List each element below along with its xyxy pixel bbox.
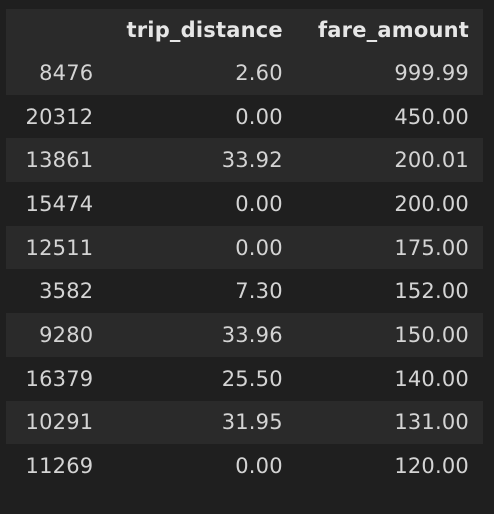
fare-amount-cell: 152.00 — [394, 279, 469, 304]
index-header — [6, 9, 100, 51]
table-row: 8476 2.60 999.99 — [6, 51, 483, 95]
trip-distance-cell: 25.50 — [221, 366, 283, 391]
fare-amount-cell: 131.00 — [394, 410, 469, 435]
row-index: 11269 — [25, 454, 94, 479]
row-index: 15474 — [25, 191, 94, 216]
fare-amount-cell: 999.99 — [394, 60, 469, 85]
trip-distance-cell: 2.60 — [235, 60, 283, 85]
table-row: 11269 0.00 120.00 — [6, 444, 483, 488]
trip-distance-cell: 0.00 — [235, 235, 283, 260]
table-row: 10291 31.95 131.00 — [6, 400, 483, 445]
fare-amount-cell: 120.00 — [394, 454, 469, 479]
fare-amount-header: fare_amount — [317, 18, 469, 42]
row-index: 16379 — [25, 366, 94, 391]
trip-distance-cell: 0.00 — [235, 104, 283, 129]
table-row: 12511 0.00 175.00 — [6, 225, 483, 270]
fare-amount-cell: 140.00 — [394, 366, 469, 391]
table-row: 3582 7.30 152.00 — [6, 269, 483, 314]
trip-distance-cell: 0.00 — [235, 191, 283, 216]
header-row: trip_distance fare_amount — [6, 9, 483, 51]
fare-amount-cell: 175.00 — [394, 235, 469, 260]
table-header: trip_distance fare_amount — [6, 9, 483, 51]
row-index: 12511 — [25, 235, 94, 260]
dataframe-table: trip_distance fare_amount 8476 2.60 999.… — [6, 9, 483, 488]
fare-amount-cell: 450.00 — [394, 104, 469, 129]
row-index: 8476 — [39, 60, 94, 85]
table-row: 15474 0.00 200.00 — [6, 182, 483, 226]
trip-distance-cell: 33.92 — [221, 148, 283, 173]
trip-distance-cell: 0.00 — [235, 454, 283, 479]
row-index: 13861 — [25, 148, 94, 173]
table-row: 13861 33.92 200.01 — [6, 138, 483, 183]
trip-distance-cell: 31.95 — [221, 410, 283, 435]
trip-distance-cell: 7.30 — [235, 279, 283, 304]
row-index: 10291 — [25, 410, 94, 435]
row-index: 3582 — [39, 279, 94, 304]
fare-amount-cell: 150.00 — [394, 322, 469, 347]
trip-distance-cell: 33.96 — [221, 322, 283, 347]
row-index: 20312 — [25, 104, 94, 129]
table-row: 9280 33.96 150.00 — [6, 313, 483, 357]
trip-distance-header: trip_distance — [126, 18, 283, 42]
table-row: 20312 0.00 450.00 — [6, 94, 483, 139]
fare-amount-cell: 200.01 — [394, 148, 469, 173]
table-row: 16379 25.50 140.00 — [6, 356, 483, 401]
fare-amount-cell: 200.00 — [394, 191, 469, 216]
table-body: 8476 2.60 999.99 20312 0.00 450.00 13861… — [6, 51, 483, 488]
row-index: 9280 — [39, 322, 94, 347]
